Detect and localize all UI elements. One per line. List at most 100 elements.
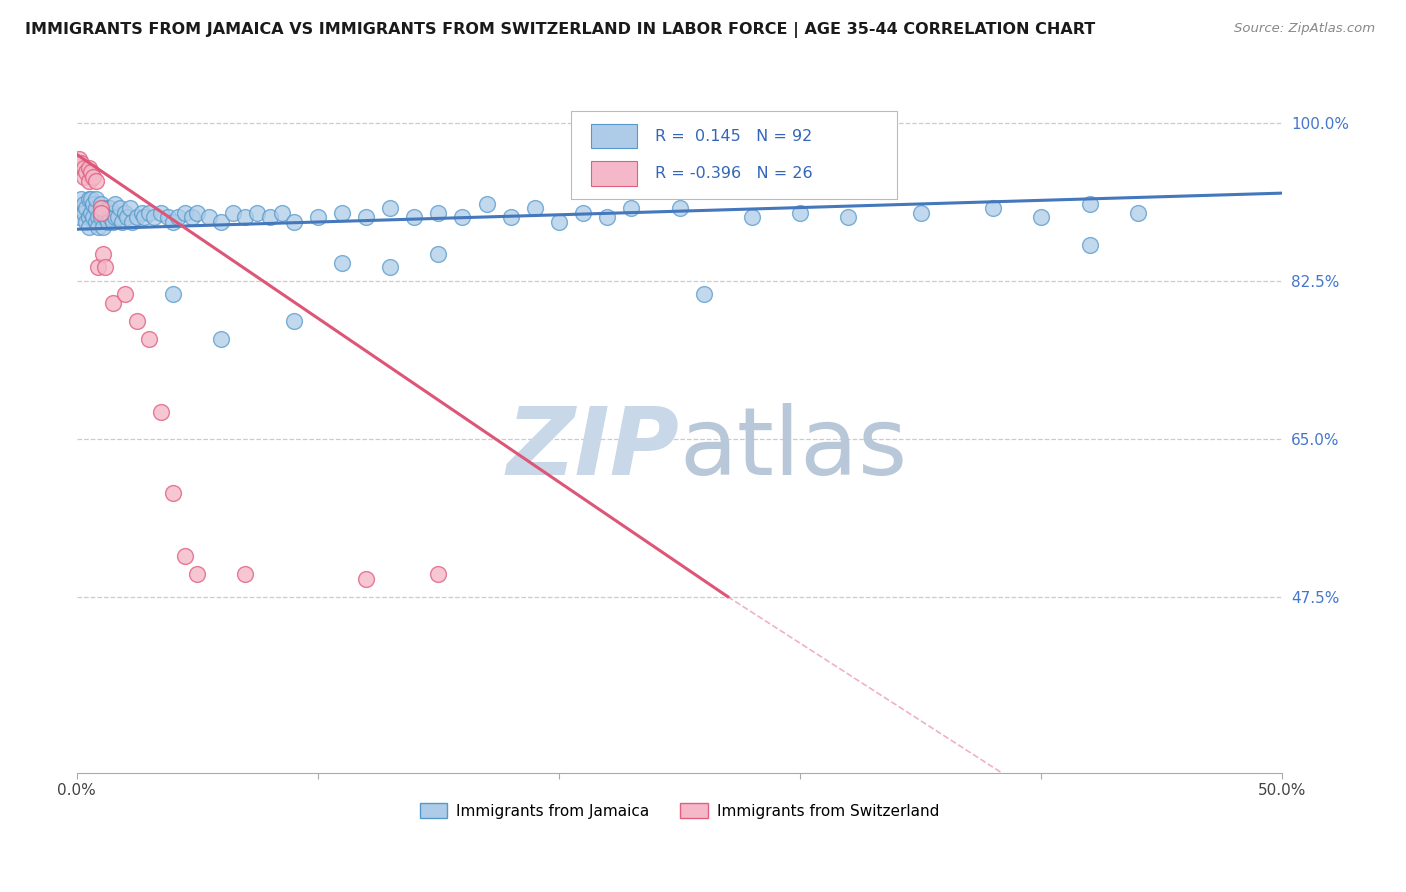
Point [77, 219, 100, 234]
Point [114, 206, 136, 220]
Point [70, 193, 93, 207]
Point [101, 206, 124, 220]
FancyBboxPatch shape [571, 111, 897, 199]
Point [90, 206, 112, 220]
Point [80, 206, 103, 220]
Point [132, 211, 155, 225]
Point [73, 169, 96, 184]
Point [174, 206, 197, 220]
Point [404, 211, 426, 225]
Point [741, 211, 763, 225]
Point [330, 255, 353, 269]
Point [90, 202, 112, 216]
Point [70, 202, 93, 216]
Point [138, 206, 160, 220]
Point [70, 156, 93, 170]
Point [142, 211, 165, 225]
Point [1031, 211, 1053, 225]
Point [101, 215, 124, 229]
Point [73, 197, 96, 211]
Point [1078, 237, 1101, 252]
Point [94, 206, 117, 220]
Point [157, 211, 180, 225]
Point [108, 202, 131, 216]
Point [75, 165, 97, 179]
Point [115, 211, 138, 225]
Text: R =  0.145   N = 92: R = 0.145 N = 92 [655, 128, 813, 144]
Text: R = -0.396   N = 26: R = -0.396 N = 26 [655, 166, 813, 181]
Point [84, 193, 107, 207]
Point [186, 567, 208, 582]
Point [283, 215, 305, 229]
Point [209, 332, 232, 346]
Point [90, 211, 112, 225]
Point [427, 246, 450, 260]
Point [548, 215, 571, 229]
Point [451, 211, 474, 225]
Point [475, 197, 498, 211]
Point [90, 206, 112, 220]
Point [118, 202, 141, 216]
Point [125, 314, 148, 328]
Point [80, 193, 103, 207]
Point [149, 206, 172, 220]
Point [94, 211, 117, 225]
Point [235, 211, 257, 225]
Point [1078, 197, 1101, 211]
Point [259, 211, 281, 225]
Text: Source: ZipAtlas.com: Source: ZipAtlas.com [1234, 22, 1375, 36]
Point [131, 206, 153, 220]
Point [90, 197, 112, 211]
Point [77, 211, 100, 225]
Point [104, 211, 127, 225]
Point [121, 215, 143, 229]
Point [77, 161, 100, 175]
Point [73, 206, 96, 220]
Point [91, 202, 114, 216]
Point [246, 206, 269, 220]
Point [1126, 206, 1149, 220]
Point [572, 206, 595, 220]
Bar [592, 124, 637, 148]
Point [222, 206, 245, 220]
Point [668, 202, 690, 216]
Point [107, 211, 129, 225]
Point [378, 202, 401, 216]
Point [427, 206, 450, 220]
Point [67, 152, 90, 166]
Point [354, 211, 377, 225]
Point [77, 193, 100, 207]
Point [270, 206, 292, 220]
Point [104, 197, 127, 211]
Point [84, 215, 107, 229]
Point [378, 260, 401, 274]
Point [307, 211, 329, 225]
Point [330, 206, 353, 220]
Text: atlas: atlas [679, 403, 908, 495]
Point [138, 332, 160, 346]
Point [162, 287, 184, 301]
Point [84, 202, 107, 216]
Point [87, 260, 110, 274]
Bar [592, 161, 637, 186]
Point [82, 197, 104, 211]
Point [77, 174, 100, 188]
Text: ZIP: ZIP [506, 403, 679, 495]
Point [354, 572, 377, 586]
Point [75, 202, 97, 216]
Point [91, 219, 114, 234]
Point [114, 287, 136, 301]
Point [82, 211, 104, 225]
Point [125, 211, 148, 225]
Point [283, 314, 305, 328]
Point [789, 206, 811, 220]
Point [87, 211, 110, 225]
Point [97, 202, 120, 216]
Point [596, 211, 619, 225]
Point [692, 287, 714, 301]
Point [166, 211, 188, 225]
Point [186, 206, 208, 220]
Point [198, 211, 221, 225]
Point [98, 211, 121, 225]
Point [427, 567, 450, 582]
